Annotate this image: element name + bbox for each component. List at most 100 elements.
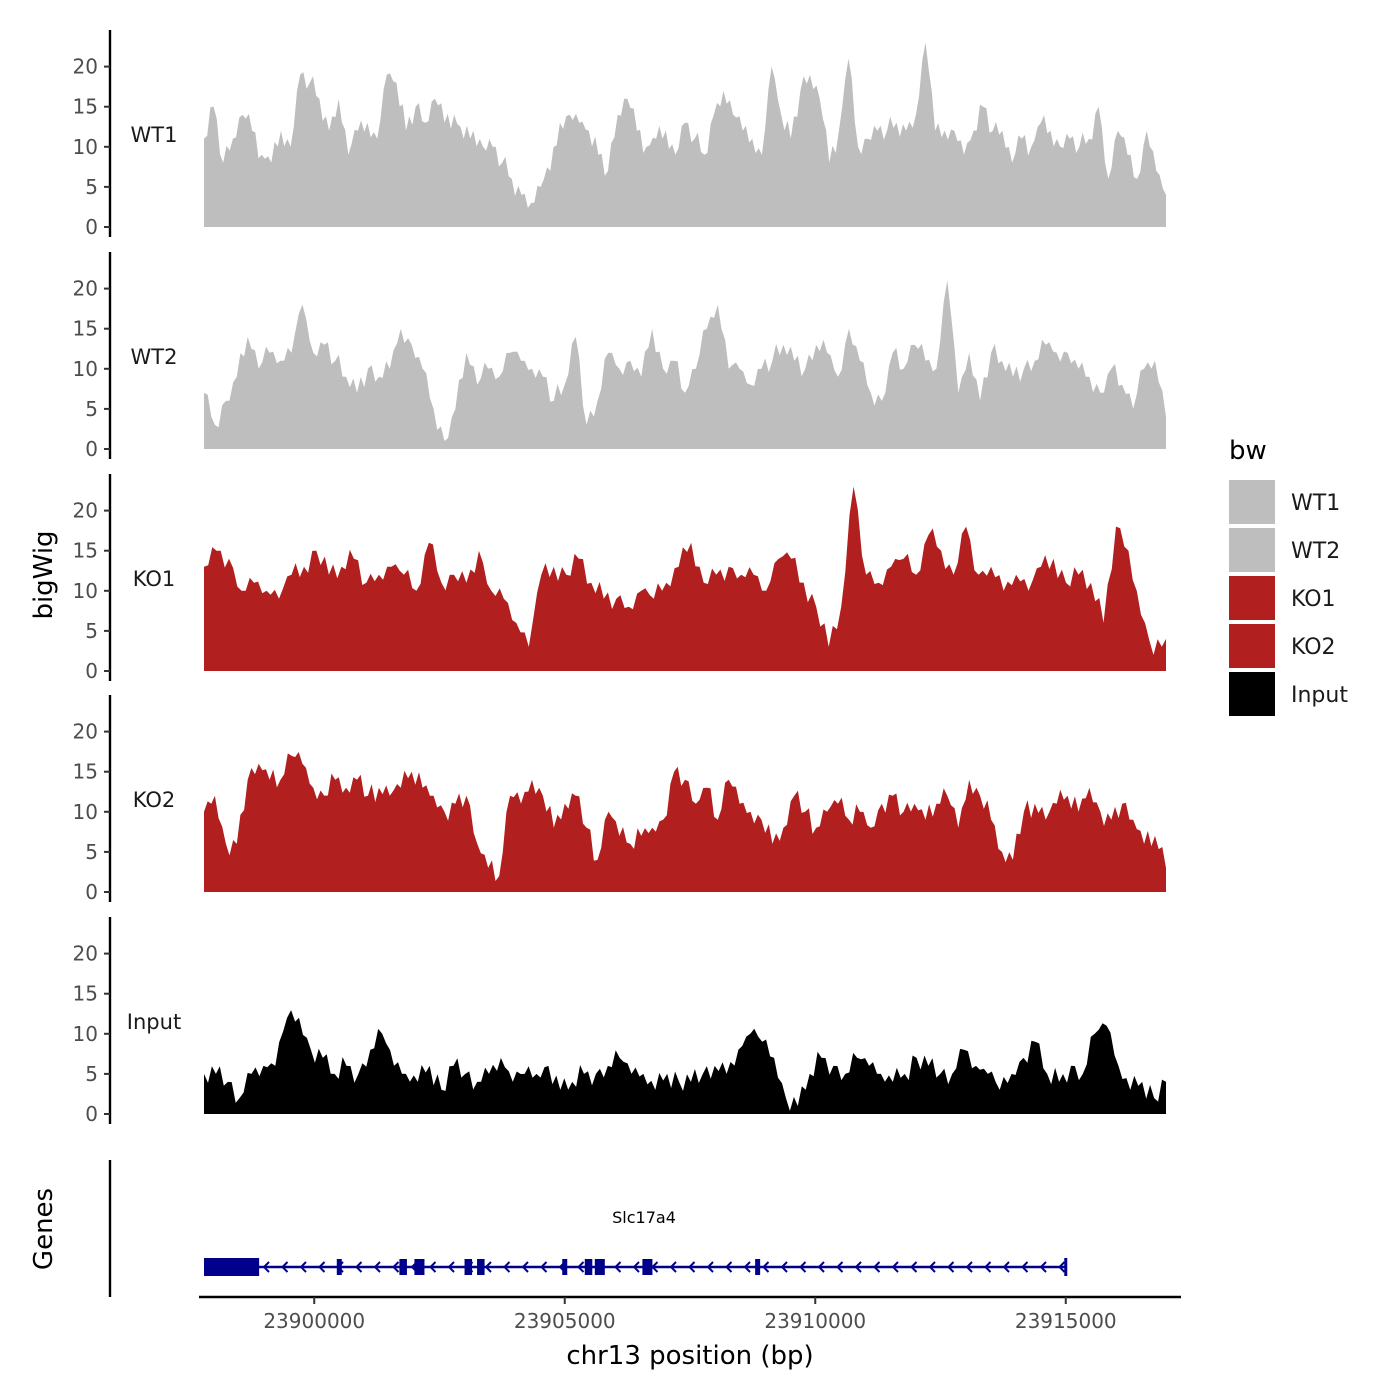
strand-arrow xyxy=(947,1261,955,1273)
legend-label: Input xyxy=(1291,683,1348,708)
strand-arrow xyxy=(521,1261,529,1273)
legend-label: KO1 xyxy=(1291,587,1336,612)
strand-arrow xyxy=(281,1261,289,1273)
y-tick-label: 0 xyxy=(85,659,98,683)
y-tick-label: 20 xyxy=(73,277,98,301)
strand-arrow xyxy=(262,1261,270,1273)
strand-arrow xyxy=(447,1261,455,1273)
y-axis-title: bigWig xyxy=(29,530,59,619)
track-label-wt1: WT1 xyxy=(131,123,178,147)
y-tick-label: 5 xyxy=(85,840,98,864)
strand-arrow xyxy=(373,1261,381,1273)
y-tick-label: 10 xyxy=(73,1022,98,1046)
y-tick-label: 10 xyxy=(73,579,98,603)
legend: bw WT1 WT2 KO1 KO2 Input xyxy=(1229,436,1348,716)
strand-arrow xyxy=(817,1261,825,1273)
y-tick-label: 15 xyxy=(73,760,98,784)
track-label-ko1: KO1 xyxy=(133,567,176,591)
strand-arrow xyxy=(799,1261,807,1273)
legend-item-ko2: KO2 xyxy=(1229,624,1336,668)
y-tick-label: 20 xyxy=(73,720,98,744)
legend-items: WT1 WT2 KO1 KO2 Input xyxy=(1229,480,1348,716)
track-label-input: Input xyxy=(127,1010,181,1034)
y-tick-label: 0 xyxy=(85,437,98,461)
x-tick-label: 23915000 xyxy=(1015,1309,1117,1333)
y-tick-label: 15 xyxy=(73,317,98,341)
track-label-wt2: WT2 xyxy=(131,345,178,369)
strand-arrow xyxy=(836,1261,844,1273)
y-tick-label: 0 xyxy=(85,880,98,904)
exon xyxy=(584,1259,593,1275)
y-tick-label: 15 xyxy=(73,95,98,119)
track-ko1: 0 5 10 15 20 KO1 xyxy=(73,474,1166,683)
signal-area-wt2 xyxy=(204,280,1166,449)
legend-label: WT2 xyxy=(1291,539,1340,564)
strand-arrow xyxy=(577,1261,585,1273)
y-tick-label: 5 xyxy=(85,175,98,199)
strand-arrow xyxy=(891,1261,899,1273)
legend-label: KO2 xyxy=(1291,635,1336,660)
x-axis-title: chr13 position (bp) xyxy=(566,1341,813,1371)
exon xyxy=(204,1258,260,1276)
legend-swatch xyxy=(1229,480,1275,524)
strand-arrow xyxy=(392,1261,400,1273)
legend-swatch xyxy=(1229,576,1275,620)
exon xyxy=(414,1259,425,1275)
strand-arrow xyxy=(299,1261,307,1273)
x-tick-label: 23905000 xyxy=(514,1309,616,1333)
strand-arrow xyxy=(1002,1261,1010,1273)
strand-arrow xyxy=(762,1261,770,1273)
gene-panel-title: Genes xyxy=(29,1188,59,1270)
exon xyxy=(594,1259,605,1275)
y-tick-label: 20 xyxy=(73,499,98,523)
legend-swatch xyxy=(1229,624,1275,668)
strand-arrow xyxy=(1021,1261,1029,1273)
legend-item-input: Input xyxy=(1229,672,1348,716)
x-tick-label: 23900000 xyxy=(263,1309,365,1333)
strand-arrow xyxy=(669,1261,677,1273)
strand-arrow xyxy=(429,1261,437,1273)
strand-arrow xyxy=(651,1261,659,1273)
track-input: 0 5 10 15 20 Input xyxy=(73,917,1166,1126)
strand-arrow xyxy=(632,1261,640,1273)
strand-arrow xyxy=(355,1261,363,1273)
x-axis: 23900000 23905000 23910000 23915000 xyxy=(199,1295,1181,1333)
strand-arrow xyxy=(503,1261,511,1273)
signal-area-ko1 xyxy=(204,486,1166,671)
strand-arrow xyxy=(780,1261,788,1273)
exon xyxy=(464,1259,473,1275)
y-tick-label: 15 xyxy=(73,982,98,1006)
y-tick-label: 10 xyxy=(73,357,98,381)
gene-track: Slc17a4 xyxy=(108,1160,1068,1297)
strand-arrow xyxy=(854,1261,862,1273)
y-tick-label: 20 xyxy=(73,55,98,79)
strand-arrow xyxy=(688,1261,696,1273)
signal-area-wt1 xyxy=(204,42,1166,227)
exon xyxy=(336,1259,342,1275)
y-tick-label: 10 xyxy=(73,135,98,159)
y-tick-label: 15 xyxy=(73,539,98,563)
legend-item-ko1: KO1 xyxy=(1229,576,1336,620)
exon xyxy=(477,1259,485,1275)
y-tick-label: 20 xyxy=(73,942,98,966)
tracks-layer: 0 5 10 15 20 WT1 0 5 10 15 20 WT2 0 5 10 15 20 KO1 0 5 10 15 2… xyxy=(73,30,1166,1126)
legend-item-wt1: WT1 xyxy=(1229,480,1340,524)
strand-arrow xyxy=(540,1261,548,1273)
track-label-ko2: KO2 xyxy=(133,788,176,812)
exon xyxy=(642,1259,653,1275)
exon xyxy=(562,1259,568,1275)
strand-arrow xyxy=(1058,1261,1066,1273)
y-tick-label: 0 xyxy=(85,215,98,239)
strand-arrow xyxy=(873,1261,881,1273)
legend-title: bw xyxy=(1229,436,1267,466)
legend-label: WT1 xyxy=(1291,491,1340,516)
strand-arrow xyxy=(484,1261,492,1273)
legend-item-wt2: WT2 xyxy=(1229,528,1340,572)
strand-arrow xyxy=(928,1261,936,1273)
signal-area-input xyxy=(204,1010,1166,1114)
y-tick-label: 5 xyxy=(85,1062,98,1086)
strand-arrow xyxy=(318,1261,326,1273)
track-wt2: 0 5 10 15 20 WT2 xyxy=(73,252,1166,461)
y-tick-label: 0 xyxy=(85,1102,98,1126)
